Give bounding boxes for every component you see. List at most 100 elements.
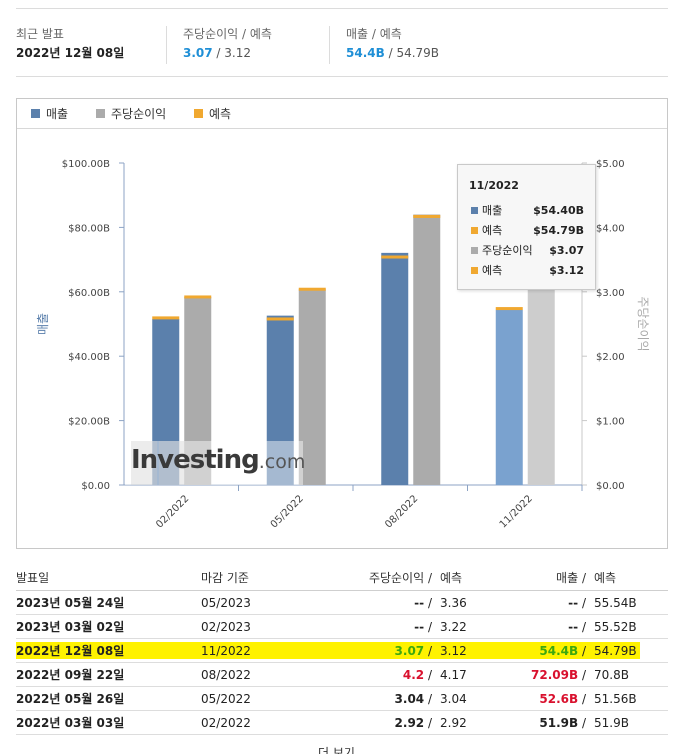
revenue-actual-value: 54.4B	[346, 46, 385, 60]
revenue-summary-label: 매출 / 예측	[346, 27, 402, 41]
bar-eps-forecast-marker	[184, 295, 212, 299]
legend-swatch-forecast	[194, 109, 203, 118]
header-eps-forecast[interactable]: 예측	[440, 571, 463, 585]
revenue-forecast: 51.9B	[594, 716, 629, 730]
revenue-forecast: 70.8B	[594, 668, 629, 682]
revenue-forecast: 55.54B	[594, 596, 637, 610]
bar-revenue-forecast-marker	[495, 307, 523, 311]
period-end: 02/2023	[201, 620, 251, 634]
show-more-link[interactable]: 더 보기	[318, 746, 355, 754]
table-row: 2023년 05월 24일 05/2023 -- / 3.36 -- / 55.54B	[16, 591, 668, 615]
latest-release-date: 2022년 12월 08일	[16, 46, 125, 60]
release-date: 2022년 05월 26일	[16, 692, 125, 706]
latest-release: 최근 발표 2022년 12월 08일	[16, 26, 124, 66]
revenue-actual: -- /	[568, 620, 586, 634]
bar-revenue	[381, 252, 409, 485]
bar-revenue-forecast-marker	[266, 317, 294, 321]
legend-item-eps[interactable]: 주당순이익	[96, 107, 166, 121]
revenue-actual: 51.9B /	[539, 716, 586, 730]
period-end: 11/2022	[201, 644, 251, 658]
y-tick-label-left: $100.00B	[62, 159, 110, 170]
eps-forecast: 3.12	[440, 644, 467, 658]
y-tick-label-right: $0.00	[596, 481, 625, 492]
y-axis-title-left: 매출	[36, 313, 50, 335]
eps-actual: -- /	[414, 620, 432, 634]
eps-forecast: 3.36	[440, 596, 467, 610]
header-revenue[interactable]: 매출 /	[556, 571, 586, 585]
release-date: 2022년 09월 22일	[16, 668, 125, 682]
bar-revenue-forecast-marker	[381, 255, 409, 259]
table-row: 2022년 05월 26일 05/2022 3.04 / 3.04 52.6B / 51.…	[16, 687, 668, 711]
eps-actual-value: 3.07	[183, 46, 213, 60]
revenue-forecast-value: 54.79B	[396, 46, 440, 60]
y-tick-label-right: $1.00	[596, 417, 625, 428]
tooltip-row-revenue: 매출 $54.40B	[471, 204, 584, 218]
period-end: 05/2022	[201, 692, 251, 706]
period-end: 05/2023	[201, 596, 251, 610]
eps-summary-label: 주당순이익 / 예측	[183, 27, 272, 41]
y-axis-title-right: 주당순이익	[636, 296, 650, 351]
eps-forecast: 2.92	[440, 716, 467, 730]
bar-eps	[184, 296, 212, 485]
bar-revenue	[152, 318, 180, 485]
eps-actual: 2.92 /	[394, 716, 432, 730]
eps-forecast-value: 3.12	[224, 46, 251, 60]
revenue-actual: 72.09B /	[531, 668, 586, 682]
latest-release-label: 최근 발표	[16, 27, 64, 41]
legend-label-revenue: 매출	[46, 107, 69, 121]
header-period[interactable]: 마감 기준	[201, 571, 249, 585]
revenue-forecast: 51.56B	[594, 692, 637, 706]
release-date: 2022년 03월 03일	[16, 716, 125, 730]
y-tick-label-right: $3.00	[596, 288, 625, 299]
y-tick-label-left: $80.00B	[68, 223, 110, 234]
bar-eps-forecast-marker	[298, 287, 326, 291]
chart-legend: 매출 주당순이익 예측	[17, 99, 667, 129]
legend-label-eps: 주당순이익	[111, 107, 167, 121]
period-end: 02/2022	[201, 716, 251, 730]
revenue-actual: 54.4B /	[539, 644, 586, 658]
eps-summary: 주당순이익 / 예측 3.07 / 3.12	[183, 27, 272, 60]
revenue-summary: 매출 / 예측 54.4B / 54.79B	[346, 27, 440, 60]
tooltip-row-eps: 주당순이익 $3.07	[471, 244, 584, 258]
revenue-forecast: 54.79B	[594, 644, 637, 658]
y-tick-label-left: $60.00B	[68, 288, 110, 299]
tooltip-row-revenue-forecast: 예측 $54.79B	[471, 224, 584, 238]
bar-revenue	[266, 315, 294, 485]
revenue-actual: 52.6B /	[539, 692, 586, 706]
x-tick-label: 11/2022	[498, 493, 535, 530]
earnings-table: 발표일 마감 기준 주당순이익 / 예측 매출 / 예측 2023년 05월 2…	[16, 566, 668, 735]
chart-plot: $0.00 $0.00 $20.00B $1.00 $40.00B $2.00 $60.00…	[36, 159, 650, 530]
x-tick-label: 05/2022	[269, 493, 306, 530]
top-divider	[16, 8, 668, 9]
legend-label-forecast: 예측	[209, 107, 232, 121]
latest-release-summary: 최근 발표 2022년 12월 08일 주당순이익 / 예측 3.07 / 3.…	[16, 26, 668, 66]
table-row: 2023년 03월 02일 02/2023 -- / 3.22 -- / 55.52B	[16, 615, 668, 639]
period-end: 08/2022	[201, 668, 251, 682]
earnings-chart: 매출 주당순이익 예측 $0.00 $0.00 $20.00B $1.00 $40.00…	[16, 98, 668, 549]
bar-revenue-forecast-marker	[152, 316, 180, 320]
x-tick-label: 02/2022	[154, 493, 191, 530]
header-date[interactable]: 발표일	[16, 571, 50, 585]
y-tick-label-left: $20.00B	[68, 417, 110, 428]
release-date: 2023년 05월 24일	[16, 596, 125, 610]
y-tick-label-right: $5.00	[596, 159, 625, 170]
summary-divider	[166, 26, 167, 64]
legend-item-revenue[interactable]: 매출	[31, 107, 68, 121]
legend-item-forecast[interactable]: 예측	[194, 107, 231, 121]
tooltip-title: 11/2022	[469, 179, 519, 192]
bar-eps	[298, 289, 326, 485]
legend-swatch-revenue	[31, 109, 40, 118]
header-eps[interactable]: 주당순이익 /	[368, 571, 432, 585]
release-date: 2023년 03월 02일	[16, 620, 125, 634]
y-tick-label-right: $4.00	[596, 223, 625, 234]
release-date: 2022년 12월 08일	[16, 644, 125, 658]
y-tick-label-right: $2.00	[596, 352, 625, 363]
highlight-bar	[16, 642, 640, 659]
summary-bottom-divider	[16, 76, 668, 77]
eps-actual: -- /	[414, 596, 432, 610]
investing-logo: Investing.com	[131, 445, 306, 475]
legend-swatch-eps	[96, 109, 105, 118]
table-row: 2022년 09월 22일 08/2022 4.2 / 4.17 72.09B / 70.…	[16, 663, 668, 687]
header-revenue-forecast[interactable]: 예측	[594, 571, 617, 585]
chart-tooltip: 11/2022 매출 $54.40B 예측 $54.79B 주당순이익 $3.07 예…	[457, 164, 596, 290]
